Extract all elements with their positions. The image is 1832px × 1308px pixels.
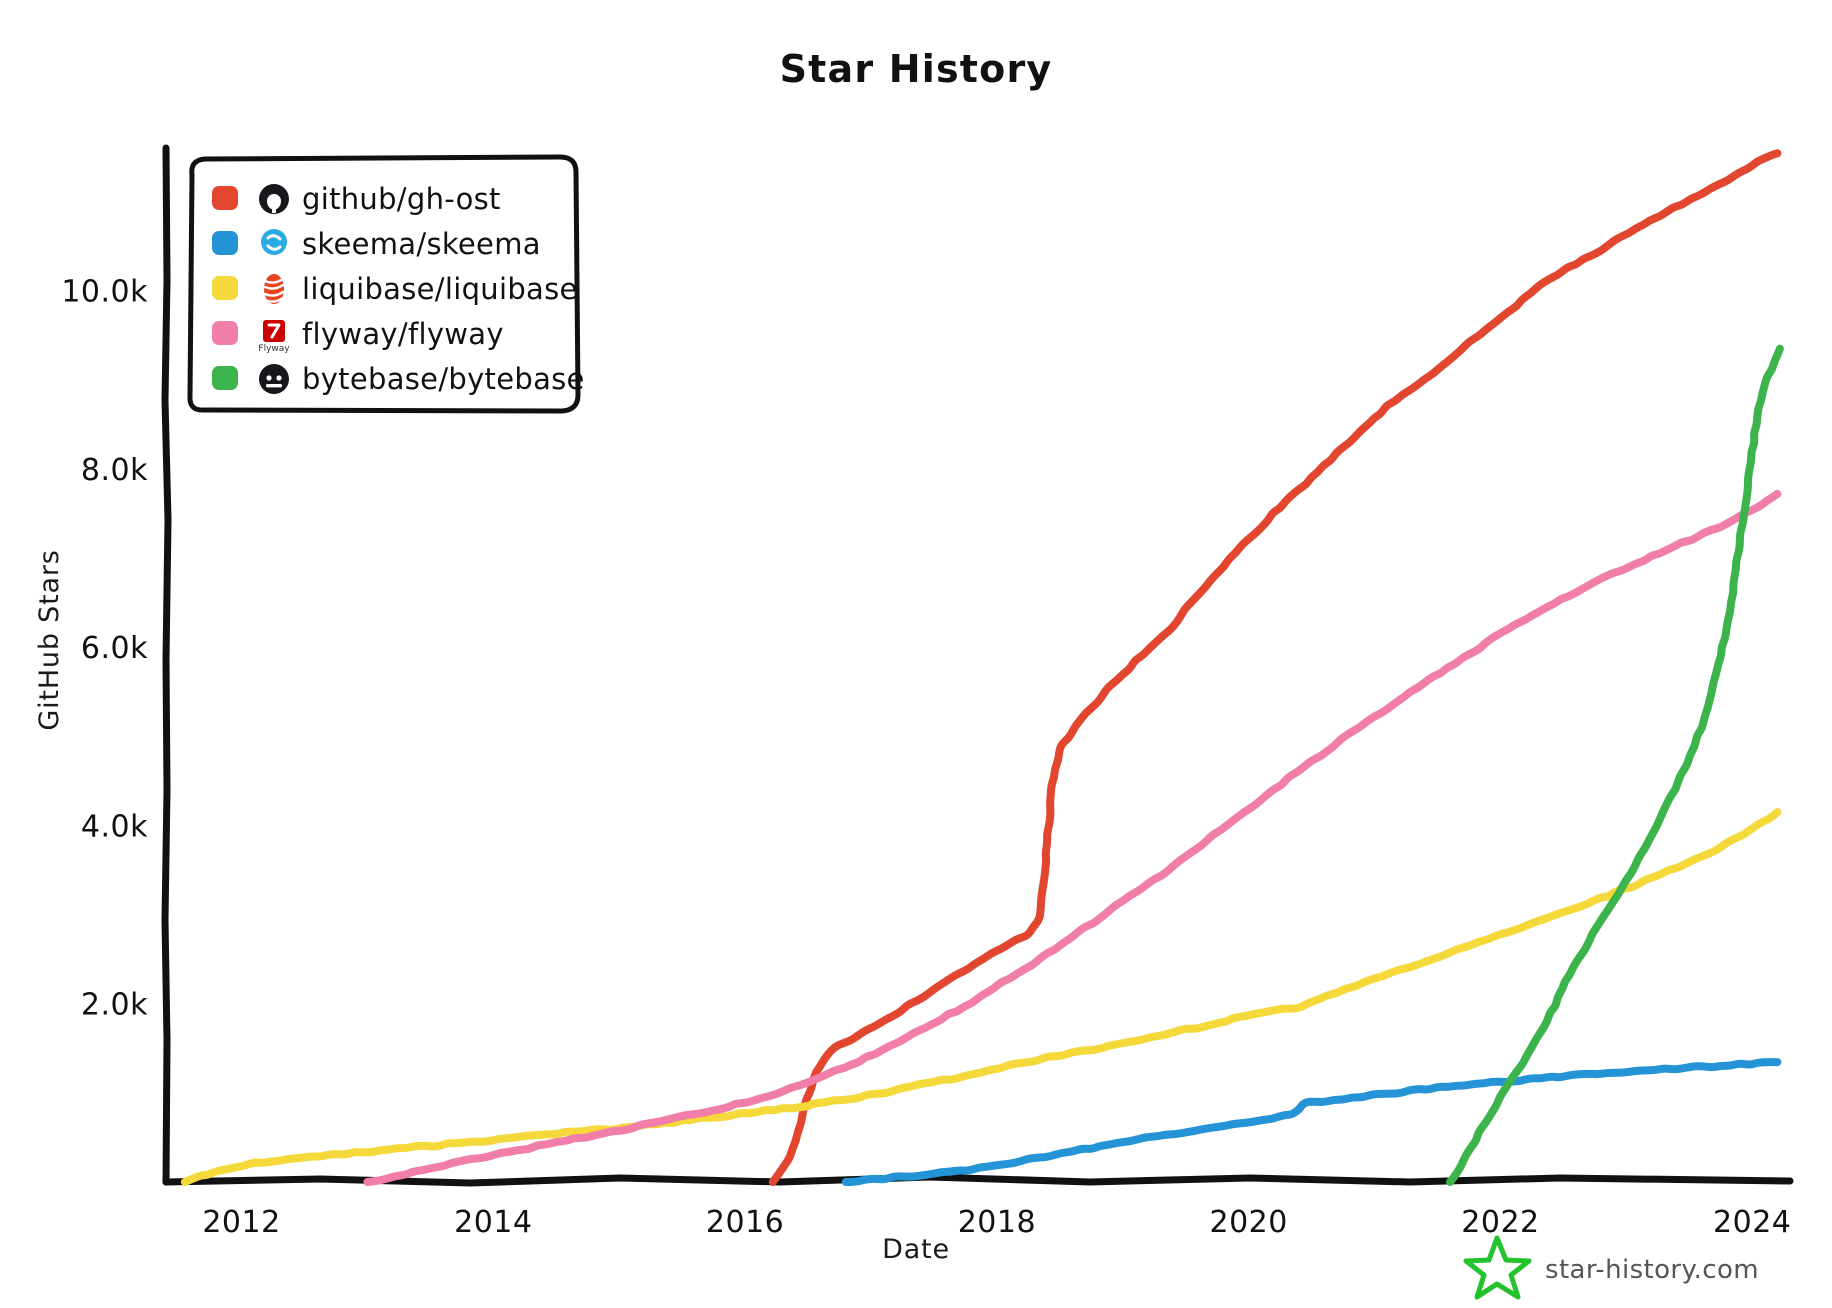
y-axis-ticks: 2.0k 4.0k 6.0k 8.0k 10.0k bbox=[61, 275, 148, 1023]
x-axis-title: Date bbox=[882, 1234, 950, 1265]
x-axis-line bbox=[162, 1173, 1794, 1187]
x-tick-label: 2016 bbox=[706, 1205, 784, 1240]
bytebase-eye-right bbox=[276, 375, 282, 381]
liquibase-stripe-0 bbox=[263, 277, 285, 284]
series-line-bytebase-bytebase bbox=[1446, 344, 1784, 1186]
y-tick-label: 10.0k bbox=[61, 275, 148, 310]
legend-item-label: bytebase/bytebase bbox=[302, 362, 585, 396]
legend-item-label: flyway/flyway bbox=[302, 317, 504, 351]
x-tick-label: 2018 bbox=[958, 1205, 1036, 1240]
x-tick-label: 2020 bbox=[1209, 1205, 1287, 1240]
series-line-github-gh-ost bbox=[768, 149, 1782, 1186]
legend-item-skeema-skeema[interactable]: skeema/skeema bbox=[212, 227, 541, 261]
skeema-arrows bbox=[266, 234, 282, 251]
legend-swatch bbox=[212, 366, 238, 390]
x-tick-label: 2024 bbox=[1713, 1205, 1791, 1240]
legend-item-flyway-flyway[interactable]: Flyway flyway/flyway bbox=[212, 317, 504, 354]
y-tick-label: 6.0k bbox=[81, 631, 148, 666]
legend-swatch bbox=[212, 186, 238, 210]
legend-frame bbox=[187, 154, 581, 414]
legend-item-label: github/gh-ost bbox=[302, 182, 501, 216]
chart-legend[interactable]: github/gh-ost skeema/skeema liquibase/liqu… bbox=[187, 154, 585, 414]
y-axis-line bbox=[161, 144, 172, 1186]
bytebase-icon bbox=[259, 364, 289, 394]
x-axis-ticks: 2012 2014 2016 2018 2020 2022 2024 bbox=[202, 1205, 1791, 1240]
legend-item-liquibase-liquibase[interactable]: liquibase/liquibase bbox=[212, 272, 578, 306]
legend-item-label: skeema/skeema bbox=[302, 227, 541, 261]
flyway-wordmark: Flyway bbox=[258, 344, 290, 354]
y-tick-label: 2.0k bbox=[81, 988, 148, 1023]
legend-swatch bbox=[212, 276, 238, 300]
x-tick-label: 2012 bbox=[202, 1205, 280, 1240]
watermark[interactable]: star-history.com bbox=[1463, 1235, 1759, 1300]
legend-item-bytebase-bytebase[interactable]: bytebase/bytebase bbox=[212, 362, 585, 396]
flyway-mark bbox=[267, 323, 281, 339]
liquibase-stripe-1 bbox=[263, 283, 285, 290]
liquibase-stripe-2 bbox=[263, 290, 285, 297]
github-mark bbox=[267, 194, 281, 210]
legend-swatch bbox=[212, 321, 238, 345]
skeema-icon bbox=[261, 229, 287, 255]
x-tick-label: 2022 bbox=[1461, 1205, 1539, 1240]
y-axis-title: GitHub Stars bbox=[34, 549, 65, 730]
series-line-flyway-flyway bbox=[363, 489, 1782, 1186]
series-line-liquibase-liquibase bbox=[180, 808, 1782, 1186]
bytebase-eye-left bbox=[266, 375, 272, 381]
bytebase-mouth bbox=[266, 384, 282, 388]
legend-item-github-gh-ost[interactable]: github/gh-ost bbox=[212, 182, 501, 216]
page-title: Star History bbox=[780, 47, 1053, 91]
series-lines bbox=[180, 149, 1784, 1186]
github-tail bbox=[272, 205, 276, 213]
star-icon bbox=[1463, 1235, 1532, 1300]
legend-swatch bbox=[212, 231, 238, 255]
y-tick-label: 4.0k bbox=[81, 809, 148, 844]
series-line-skeema-skeema bbox=[841, 1058, 1782, 1186]
y-tick-label: 8.0k bbox=[81, 453, 148, 488]
watermark-label: star-history.com bbox=[1545, 1255, 1759, 1285]
legend-item-label: liquibase/liquibase bbox=[302, 272, 578, 306]
x-tick-label: 2014 bbox=[454, 1205, 532, 1240]
liquibase-stripe-3 bbox=[263, 296, 285, 303]
